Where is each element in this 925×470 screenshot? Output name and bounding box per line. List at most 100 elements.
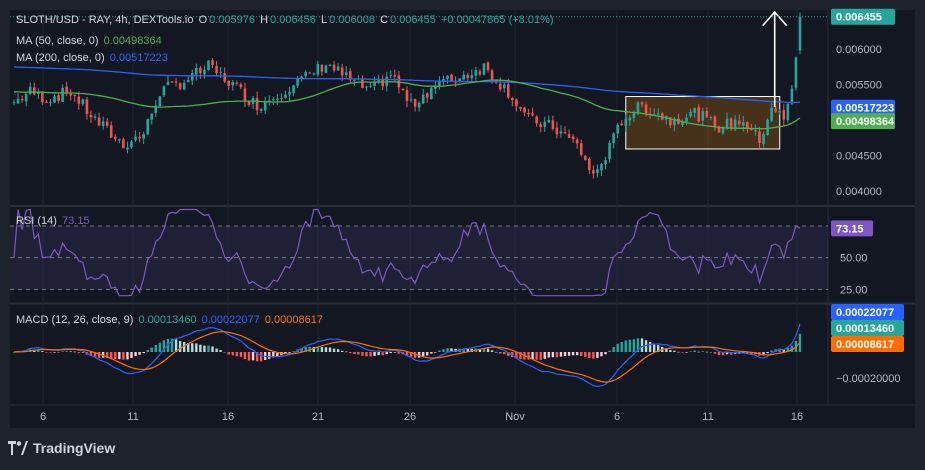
macd-histogram-bar[interactable] [227,352,230,355]
macd-histogram-bar[interactable] [770,350,773,352]
macd-histogram-bar[interactable] [482,348,486,352]
macd-histogram-bar[interactable] [592,352,595,359]
macd-histogram-bar[interactable] [239,352,243,358]
candle-body[interactable] [786,103,790,121]
macd-histogram-bar[interactable] [73,351,76,353]
macd-histogram-bar[interactable] [584,352,587,357]
macd-histogram-bar[interactable] [199,344,202,352]
macd-histogram-bar[interactable] [41,351,44,352]
candle-body[interactable] [401,88,405,91]
candle-body[interactable] [644,104,648,114]
macd-histogram-bar[interactable] [535,352,538,360]
macd-histogram-bar[interactable] [276,352,279,357]
macd-histogram-bar[interactable] [600,352,603,357]
macd-histogram-bar[interactable] [786,347,790,352]
macd-histogram-bar[interactable] [328,347,332,352]
macd-histogram-bar[interactable] [697,351,700,353]
macd-histogram-bar[interactable] [215,348,218,352]
macd-histogram-bar[interactable] [272,352,275,358]
macd-histogram-bar[interactable] [486,348,490,352]
candle-body[interactable] [673,118,676,126]
candle-body[interactable] [450,74,453,82]
macd-histogram-bar[interactable] [624,340,627,352]
candle-body[interactable] [101,121,105,127]
macd-histogram-bar[interactable] [162,340,166,352]
macd-histogram-bar[interactable] [580,352,583,357]
candle-body[interactable] [353,79,356,81]
macd-histogram-bar[interactable] [235,352,239,357]
candle-body[interactable] [53,96,56,103]
macd-histogram-bar[interactable] [559,352,563,357]
macd-histogram-bar[interactable] [466,348,469,352]
candle-body[interactable] [263,101,267,111]
candle-body[interactable] [713,116,717,128]
candle-body[interactable] [417,102,421,108]
candle-body[interactable] [20,98,24,101]
macd-histogram-bar[interactable] [158,342,162,352]
candle-body[interactable] [69,93,73,96]
rsi-pane[interactable] [10,208,828,297]
candle-body[interactable] [782,110,786,120]
candle-body[interactable] [182,82,186,90]
macd-histogram-bar[interactable] [243,352,247,360]
candle-body[interactable] [255,97,259,111]
candle-body[interactable] [113,136,117,139]
candle-body[interactable] [336,66,340,71]
candle-body[interactable] [77,96,81,104]
macd-histogram-bar[interactable] [498,352,502,354]
macd-histogram-bar[interactable] [369,352,372,357]
candle-body[interactable] [766,119,769,136]
candle-body[interactable] [405,90,409,102]
candle-body[interactable] [750,128,753,131]
macd-histogram-bar[interactable] [178,341,182,352]
macd-histogram-bar[interactable] [61,351,64,352]
macd-histogram-bar[interactable] [531,352,534,360]
candle-body[interactable] [203,69,206,75]
candle-body[interactable] [81,99,85,104]
macd-histogram-bar[interactable] [292,351,295,352]
macd-histogram-bar[interactable] [782,349,785,352]
candle-body[interactable] [134,136,137,141]
macd-histogram-bar[interactable] [353,352,356,355]
macd-histogram-bar[interactable] [142,352,145,354]
macd-histogram-bar[interactable] [652,343,656,352]
candle-body[interactable] [65,86,68,94]
candle-body[interactable] [555,127,559,135]
macd-histogram-bar[interactable] [45,352,48,353]
macd-histogram-bar[interactable] [648,342,652,352]
macd-histogram-bar[interactable] [389,352,392,354]
candle-body[interactable] [592,169,595,174]
candle-body[interactable] [717,126,721,133]
macd-histogram-bar[interactable] [543,352,546,359]
macd-histogram-bar[interactable] [247,352,251,361]
candle-body[interactable] [105,121,109,126]
candle-body[interactable] [583,155,587,160]
macd-histogram-bar[interactable] [37,349,40,352]
macd-histogram-bar[interactable] [182,342,186,352]
candle-body[interactable] [97,117,101,126]
candle-body[interactable] [271,98,275,100]
macd-histogram-bar[interactable] [81,352,85,353]
macd-signal-line[interactable] [13,331,801,383]
candle-body[interactable] [227,80,231,86]
macd-histogram-bar[interactable] [503,352,506,355]
candle-body[interactable] [693,108,696,113]
candle-body[interactable] [515,99,518,107]
candle-body[interactable] [790,88,794,104]
candle-body[interactable] [142,134,145,139]
candle-body[interactable] [409,99,413,101]
candle-body[interactable] [312,73,316,75]
candle-body[interactable] [150,113,154,120]
candle-body[interactable] [211,60,214,65]
macd-histogram-bar[interactable] [778,348,781,352]
macd-histogram-bar[interactable] [673,350,676,352]
macd-histogram-bar[interactable] [588,352,591,359]
macd-histogram-bar[interactable] [539,352,542,360]
candle-body[interactable] [636,102,640,113]
candle-body[interactable] [37,91,40,95]
candle-body[interactable] [774,108,777,112]
candle-body[interactable] [798,16,802,51]
macd-histogram-bar[interactable] [195,343,198,352]
candle-body[interactable] [41,91,44,103]
